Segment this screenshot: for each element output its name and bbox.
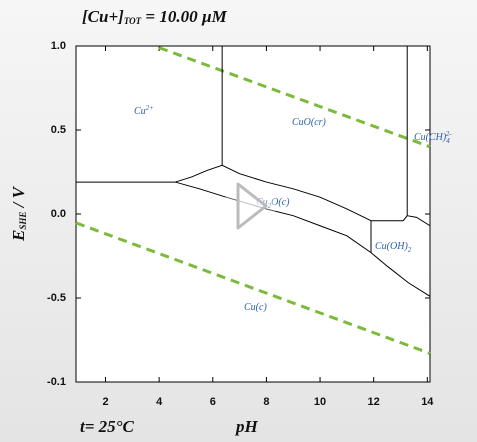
y-label-main: E bbox=[9, 230, 28, 242]
region-label-part: 4 bbox=[446, 137, 450, 145]
water-line bbox=[158, 46, 431, 149]
region-label-part: 2+ bbox=[146, 104, 155, 112]
region-label-part: Cu(CH) bbox=[414, 132, 447, 143]
boundary-line bbox=[175, 164, 372, 222]
x-tick-label: 4 bbox=[156, 396, 163, 408]
y-tick-label: 1.0 bbox=[51, 40, 66, 52]
region-label-part: 2- bbox=[446, 130, 453, 138]
chart-title: [Cu+]TOT = 10.00 µM bbox=[82, 7, 228, 26]
region-label: Cu2+ bbox=[134, 104, 154, 118]
x-tick-label: 12 bbox=[368, 396, 380, 408]
boundary-line bbox=[371, 215, 408, 222]
region-label-part: O(c) bbox=[271, 197, 290, 208]
x-tick-label: 2 bbox=[102, 396, 108, 408]
region-label: Cu(c) bbox=[244, 302, 267, 313]
region-label: Cu(OH)2 bbox=[375, 241, 412, 253]
y-tick-label: -0.5 bbox=[47, 292, 66, 304]
region-label-part: 2 bbox=[268, 202, 272, 210]
y-axis-label: ESHE / V bbox=[9, 185, 28, 242]
region-label: CuO(cr) bbox=[292, 117, 327, 128]
play-button[interactable] bbox=[224, 180, 276, 232]
y-tick-label: 0.5 bbox=[51, 124, 66, 136]
title-suffix: = 10.00 µM bbox=[141, 7, 227, 26]
x-tick-label: 6 bbox=[210, 396, 216, 408]
x-tick-label: 10 bbox=[314, 396, 326, 408]
y-tick-label: 0.0 bbox=[51, 208, 66, 220]
water-line bbox=[75, 221, 431, 355]
x-tick-label: 8 bbox=[263, 396, 269, 408]
region-label-part: CuO(cr) bbox=[292, 117, 327, 128]
region-label-part: Cu bbox=[134, 106, 146, 117]
title-subscript: TOT bbox=[124, 16, 142, 26]
play-triangle[interactable] bbox=[236, 182, 268, 230]
temperature-note: t= 25°C bbox=[80, 417, 134, 436]
title-main: [Cu+] bbox=[82, 7, 124, 26]
x-tick-label: 14 bbox=[421, 396, 434, 408]
y-label-subscript: SHE bbox=[18, 212, 28, 230]
y-tick-label: -0.1 bbox=[47, 376, 66, 388]
boundary-line bbox=[407, 215, 431, 227]
y-label-suffix: / V bbox=[9, 185, 28, 211]
region-label-part: Cu(OH) bbox=[375, 241, 408, 252]
x-axis-label: pH bbox=[234, 417, 259, 436]
region-label-part: 2 bbox=[408, 246, 412, 254]
boundary-line bbox=[175, 181, 431, 297]
region-label-part: Cu(c) bbox=[244, 302, 267, 313]
region-label: Cu(CH)42- bbox=[414, 130, 452, 145]
